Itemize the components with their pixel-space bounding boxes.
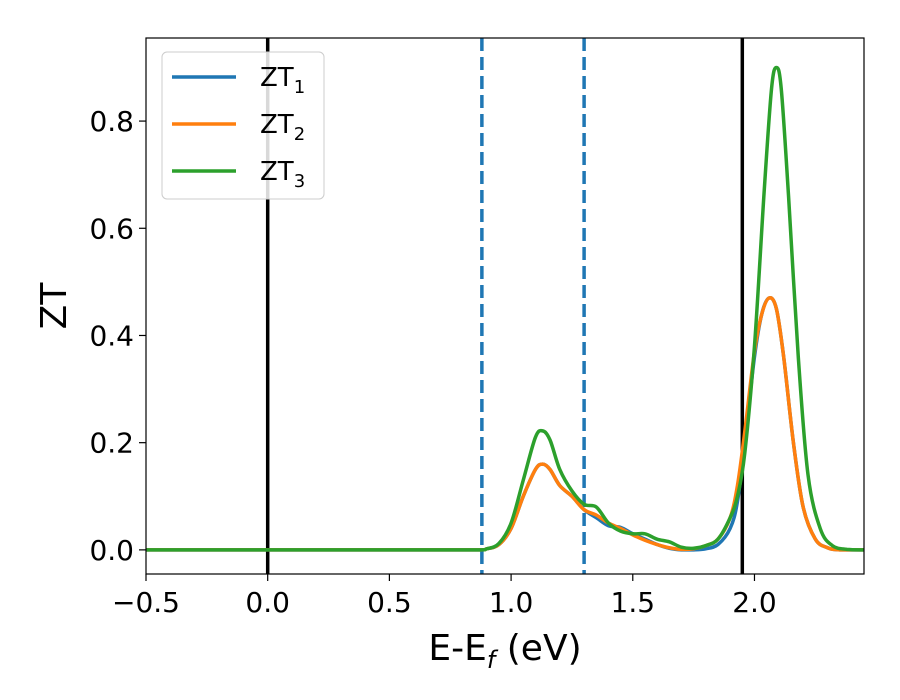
x-tick-label: 1.5 [611,586,656,619]
y-axis-title: ZT [34,282,75,330]
y-tick-label: 0.6 [89,212,134,245]
legend: ZT1 ZT2 ZT3 [161,51,325,200]
series-line-zt3 [146,65,864,552]
y-tick-label: 0.8 [89,105,134,138]
legend-label-zt2: ZT2 [260,110,305,145]
x-tick-label: 0.0 [245,586,290,619]
x-tick-label: 2.0 [732,586,777,619]
legend-box [161,51,325,200]
x-tick-label: 0.5 [367,586,412,619]
plot-frame [145,37,865,575]
x-tick-label: −0.5 [112,586,180,619]
legend-label-zt1: ZT1 [260,63,305,98]
x-axis-title: E-Ef (eV) [428,628,581,674]
y-tick-label: 0.2 [89,427,134,460]
x-tick-label: 1.0 [489,586,534,619]
y-tick-label: 0.0 [89,534,134,567]
y-tick-label: 0.4 [89,319,134,352]
legend-label-zt3: ZT3 [260,157,305,192]
